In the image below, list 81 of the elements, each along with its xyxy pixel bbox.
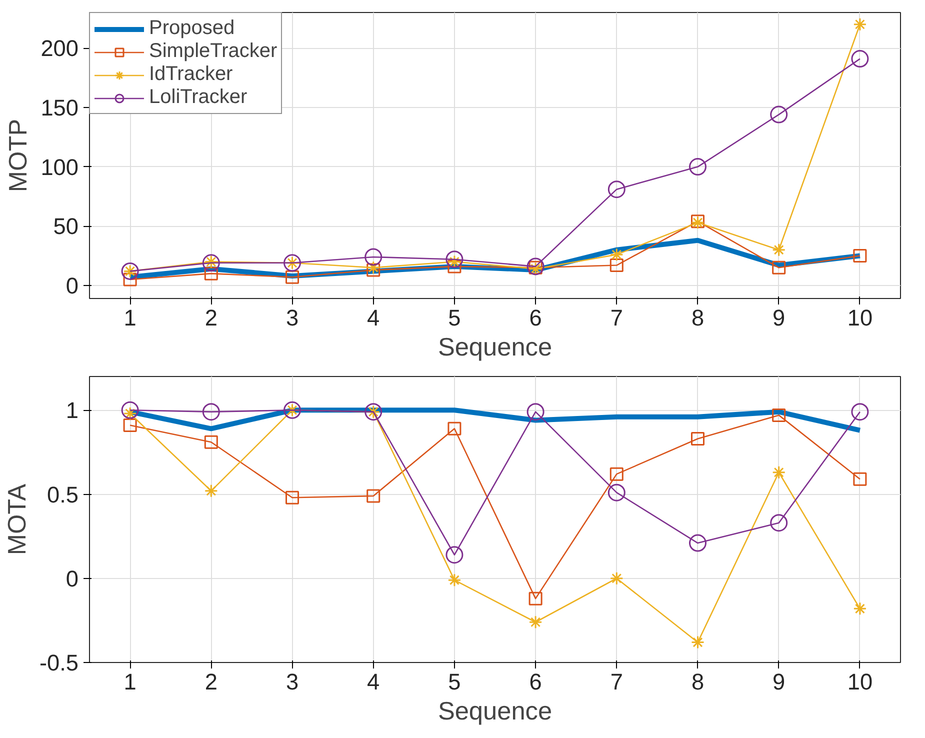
point — [772, 408, 786, 422]
x-tick-label: 6 — [529, 304, 542, 330]
point — [526, 258, 544, 276]
point — [689, 534, 706, 552]
point — [366, 260, 380, 274]
x-axis-title: Sequence — [438, 334, 552, 362]
point — [121, 401, 139, 419]
point — [204, 435, 218, 449]
point — [608, 180, 626, 198]
point — [204, 484, 218, 498]
point — [202, 403, 220, 421]
point — [772, 243, 786, 257]
y-tick-label: 0 — [66, 272, 79, 298]
point — [772, 260, 786, 274]
point — [610, 572, 624, 586]
y-tick-label: 1 — [66, 397, 79, 424]
point — [446, 250, 464, 268]
point — [528, 592, 542, 606]
point — [610, 467, 624, 481]
point — [853, 249, 867, 263]
x-tick-label: 3 — [286, 668, 299, 694]
point — [608, 484, 626, 502]
x-tick-label: 2 — [204, 304, 218, 330]
point — [851, 403, 869, 421]
point — [364, 248, 382, 266]
y-tick-label: 200 — [40, 35, 79, 62]
x-tick-label: 5 — [448, 668, 461, 694]
legend-label: Proposed — [149, 17, 235, 40]
x-tick-label: 7 — [610, 304, 623, 330]
x-tick-label: 10 — [847, 304, 873, 330]
point — [853, 18, 867, 32]
point — [446, 546, 464, 564]
legend-label: SimpleTracker — [149, 40, 278, 63]
y-tick-label: 150 — [40, 94, 79, 120]
point — [528, 615, 542, 629]
legend-label: IdTracker — [149, 63, 233, 86]
point — [610, 248, 624, 262]
point — [286, 270, 299, 284]
x-axis-title: Sequence — [438, 698, 552, 726]
x-tick-label: 9 — [772, 668, 786, 694]
point — [123, 272, 137, 286]
point — [526, 403, 544, 421]
point — [366, 489, 380, 503]
y-tick-label: -0.5 — [39, 650, 79, 676]
point — [286, 490, 299, 504]
point — [448, 573, 462, 587]
point — [691, 432, 704, 446]
point — [366, 263, 380, 277]
y-tick-label: 0.5 — [47, 481, 79, 508]
point — [772, 466, 786, 480]
point — [123, 418, 137, 432]
x-tick-label: 9 — [772, 304, 786, 330]
x-tick-label: 6 — [529, 668, 542, 694]
y-tick-label: 50 — [53, 213, 78, 240]
point — [851, 50, 869, 68]
legend-label: LoliTracker — [149, 86, 248, 109]
point — [610, 258, 624, 272]
point — [853, 602, 867, 616]
y-axis-title: MOTP — [4, 118, 33, 192]
point — [204, 266, 218, 280]
point — [770, 514, 788, 532]
y-axis-title: MOTA — [3, 484, 32, 556]
point — [770, 106, 788, 124]
point — [689, 158, 706, 176]
point — [448, 422, 462, 436]
x-tick-label: 2 — [204, 668, 218, 694]
point — [202, 254, 220, 272]
y-tick-label: 100 — [40, 154, 79, 180]
x-tick-label: 8 — [691, 304, 704, 330]
x-tick-label: 4 — [367, 668, 380, 694]
x-tick-label: 5 — [448, 304, 461, 330]
x-tick-label: 7 — [610, 668, 623, 694]
x-tick-label: 1 — [124, 304, 136, 330]
x-tick-label: 4 — [367, 304, 380, 330]
point — [691, 636, 704, 650]
point — [853, 472, 867, 486]
y-tick-label: 0 — [66, 565, 79, 592]
x-tick-label: 10 — [847, 668, 873, 694]
x-tick-label: 3 — [286, 304, 299, 330]
x-tick-label: 8 — [691, 668, 704, 694]
x-tick-label: 1 — [124, 668, 136, 694]
